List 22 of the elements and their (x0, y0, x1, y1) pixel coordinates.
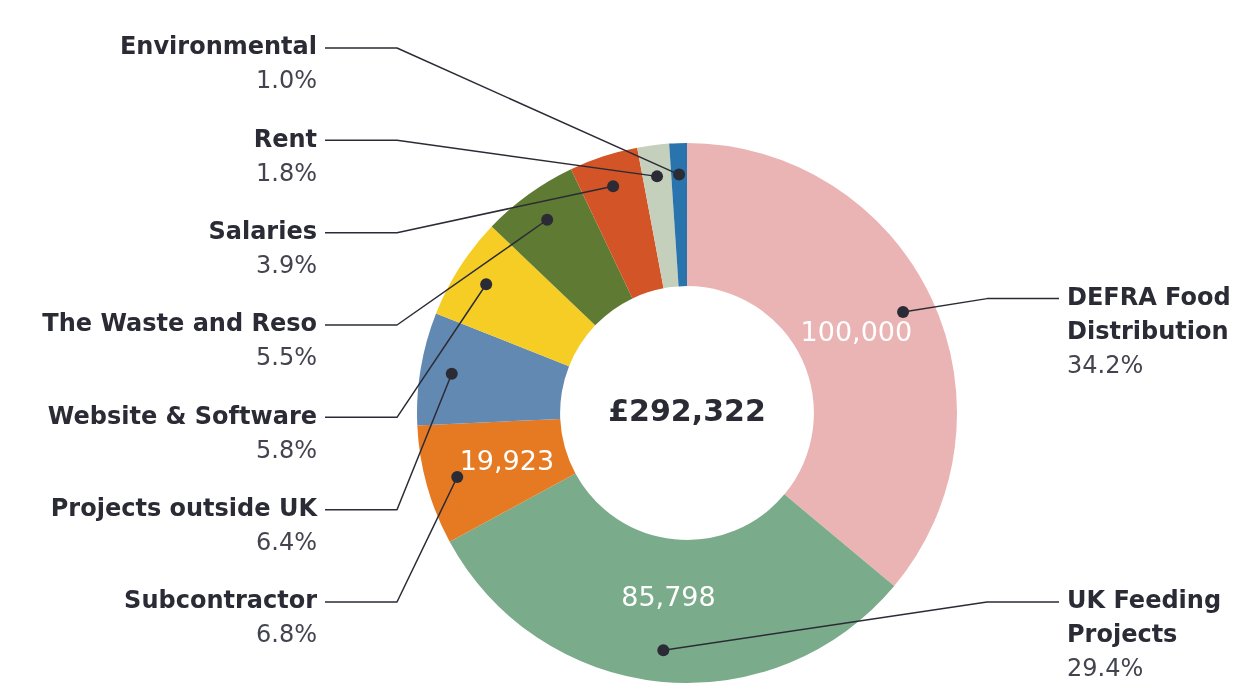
data-label: 3.9% (256, 250, 317, 279)
slice-label: The Waste and Reso (42, 309, 317, 338)
text: 85,798 (621, 581, 716, 613)
data-label: 5.8% (256, 435, 317, 464)
slice-label: Website & Software (47, 401, 317, 430)
data-label: 1.8% (256, 158, 317, 187)
slice-label: Salaries (208, 216, 317, 245)
text: £292,322 (608, 392, 766, 428)
data-label: 1.0% (256, 66, 317, 95)
slice-label: UK Feeding Projects (1067, 586, 1222, 649)
slice-label: DEFRA Food Distribution (1067, 282, 1231, 345)
data-label: 5.5% (256, 343, 317, 372)
data-label: 6.4% (256, 527, 317, 556)
data-label: 29.4% (1067, 654, 1144, 683)
slice-label: Environmental (119, 32, 317, 61)
data-label: 34.2% (1067, 350, 1144, 379)
slice-label: Projects outside UK (50, 493, 319, 522)
slice-label: Subcontractor (124, 586, 318, 615)
data-label: 6.8% (256, 620, 317, 649)
text: 19,923 (459, 445, 555, 477)
text: 100,000 (800, 315, 913, 347)
slice-label: Rent (253, 124, 317, 153)
